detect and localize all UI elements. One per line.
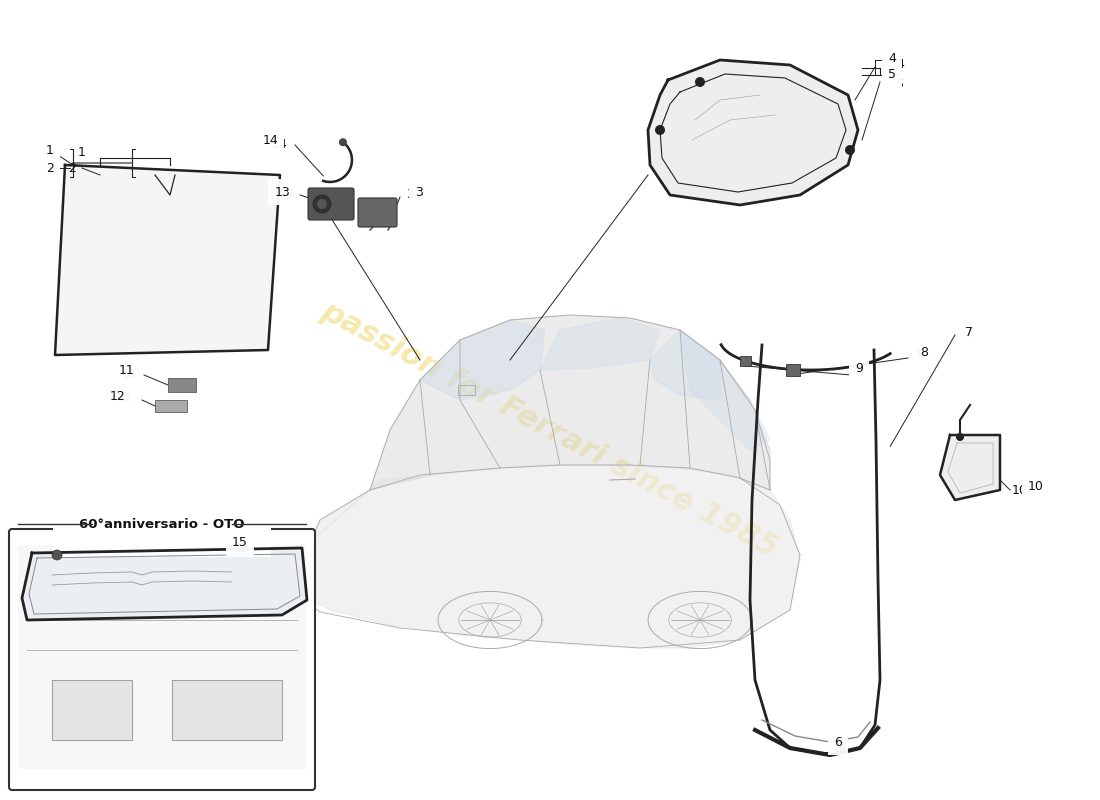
Circle shape xyxy=(314,195,331,213)
Polygon shape xyxy=(52,680,132,740)
Text: 4: 4 xyxy=(888,51,895,65)
Polygon shape xyxy=(370,315,770,490)
Text: 2: 2 xyxy=(46,162,54,174)
Circle shape xyxy=(695,77,705,87)
Circle shape xyxy=(52,550,62,560)
Polygon shape xyxy=(420,320,544,400)
Polygon shape xyxy=(650,330,721,400)
Polygon shape xyxy=(648,60,858,205)
FancyBboxPatch shape xyxy=(9,529,315,790)
Text: 60°anniversario - OTO: 60°anniversario - OTO xyxy=(79,518,244,530)
Text: 11: 11 xyxy=(122,369,138,382)
Text: 15: 15 xyxy=(232,537,248,550)
Text: 9: 9 xyxy=(855,362,862,374)
Circle shape xyxy=(956,433,964,441)
Bar xyxy=(168,378,196,392)
Text: 6: 6 xyxy=(834,735,842,749)
Text: passion for Ferrari since 1985: passion for Ferrari since 1985 xyxy=(317,297,783,563)
Text: 1: 1 xyxy=(46,143,54,157)
Bar xyxy=(785,363,800,375)
Text: 5: 5 xyxy=(896,78,904,91)
Text: 11: 11 xyxy=(119,365,135,378)
Text: 14: 14 xyxy=(272,138,288,151)
Text: 13: 13 xyxy=(280,189,296,202)
Text: 1: 1 xyxy=(78,146,86,159)
Text: 4: 4 xyxy=(896,58,904,71)
FancyBboxPatch shape xyxy=(18,545,306,769)
Text: 12: 12 xyxy=(110,390,125,403)
Polygon shape xyxy=(540,318,660,370)
Text: 7: 7 xyxy=(966,329,974,342)
Text: 7: 7 xyxy=(965,326,974,339)
Text: 2: 2 xyxy=(68,162,76,174)
Polygon shape xyxy=(290,465,800,648)
Circle shape xyxy=(845,145,855,155)
Text: 10: 10 xyxy=(1012,483,1027,497)
Text: 12: 12 xyxy=(117,391,133,405)
Circle shape xyxy=(317,199,327,209)
Polygon shape xyxy=(55,165,280,355)
FancyBboxPatch shape xyxy=(358,198,397,227)
Polygon shape xyxy=(940,435,1000,500)
Circle shape xyxy=(654,125,666,135)
Circle shape xyxy=(339,138,346,146)
Bar xyxy=(739,356,750,366)
Text: 9: 9 xyxy=(856,366,864,378)
Text: 3: 3 xyxy=(406,189,414,202)
Bar xyxy=(155,400,187,412)
Text: 8: 8 xyxy=(916,349,924,362)
Text: 3: 3 xyxy=(415,186,422,198)
Polygon shape xyxy=(680,330,770,450)
Text: 10: 10 xyxy=(1028,481,1044,494)
Text: 6: 6 xyxy=(836,738,844,751)
Polygon shape xyxy=(290,475,430,560)
Text: 8: 8 xyxy=(920,346,928,359)
Text: 5: 5 xyxy=(888,69,896,82)
Text: 14: 14 xyxy=(262,134,278,146)
Polygon shape xyxy=(22,548,307,620)
FancyBboxPatch shape xyxy=(308,188,354,220)
Polygon shape xyxy=(172,680,282,740)
Text: 15: 15 xyxy=(234,542,250,554)
Text: 13: 13 xyxy=(274,186,290,198)
